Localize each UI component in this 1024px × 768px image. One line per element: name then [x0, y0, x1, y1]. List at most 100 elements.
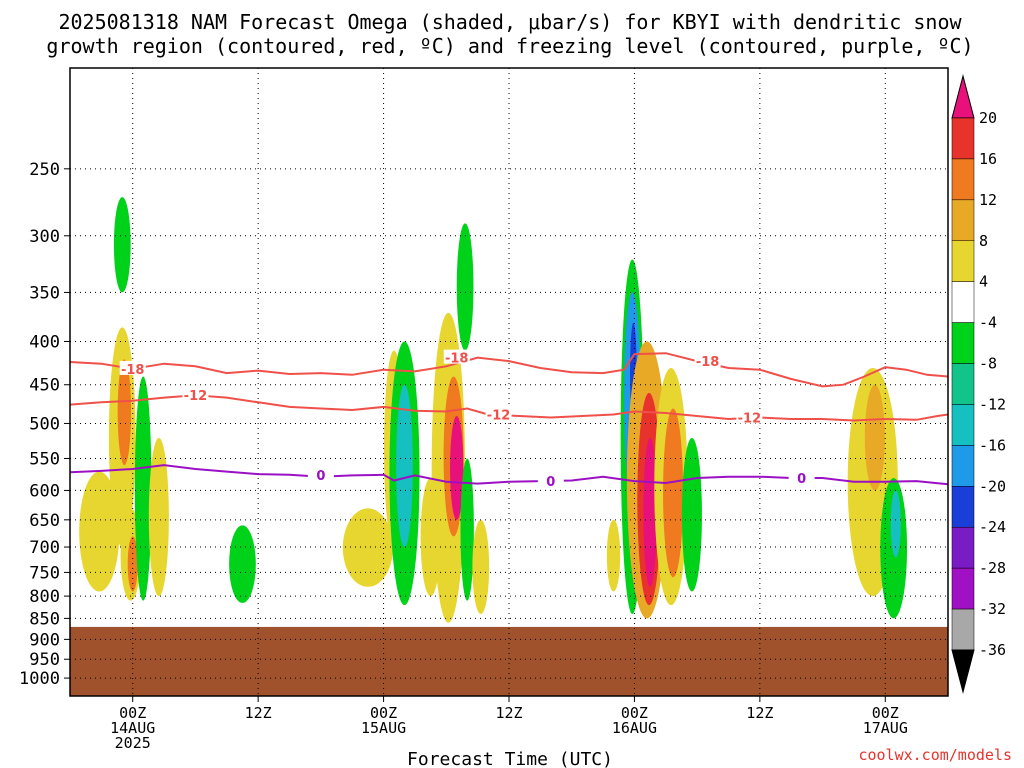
omega-shade-6 [134, 376, 152, 601]
colorbar-swatch-1 [951, 158, 975, 201]
colorbar-label-3: 8 [979, 232, 988, 250]
colorbar-label-4: 4 [979, 273, 988, 291]
y-tick-label-800: 800 [29, 587, 60, 607]
x-axis-title: Forecast Time (UTC) [407, 749, 613, 768]
x-tick-label-6-1: 00Z [119, 704, 146, 722]
colorbar-label-2: 12 [979, 191, 997, 209]
y-tick-label-350: 350 [29, 283, 60, 303]
omega-shade-26 [643, 437, 657, 587]
contour-label-bg-0-0 [119, 360, 146, 375]
chart-title-line2: growth region (contoured, red, ºC) and f… [46, 34, 973, 58]
contour-label-bg-2-0 [307, 466, 334, 481]
x-tick-label-78-2: 17AUG [863, 719, 908, 737]
omega-shade-18 [472, 519, 490, 615]
plot-background [70, 68, 948, 696]
colorbar-swatch-8 [951, 445, 975, 487]
colorbar-swatch-2 [951, 199, 975, 242]
contour-0 [69, 352, 949, 388]
omega-shade-17 [460, 458, 474, 601]
omega-shade-12 [396, 384, 413, 548]
contour-label-0-2: -18 [696, 355, 720, 370]
y-tick-label-950: 950 [29, 650, 60, 670]
omega-shade-8 [229, 525, 256, 603]
y-tick-label-400: 400 [29, 332, 60, 352]
omega-shade-20 [606, 519, 621, 592]
omega-shade-33 [890, 490, 901, 558]
y-tick-label-650: 650 [29, 511, 60, 531]
colorbar-label-6: -8 [979, 355, 997, 373]
colorbar-label-11: -28 [979, 559, 1006, 577]
terrain-fill [70, 626, 948, 696]
y-tick-label-600: 600 [29, 481, 60, 501]
contour-label-bg-0-1 [443, 349, 470, 364]
colorbar: 20 16 12 8 4 -4 -8 -12 -16 -20 -24 -28 -32 -36 [951, 74, 1006, 694]
colorbar-top-arrow [951, 74, 975, 119]
x-tick-label-66-1: 12Z [746, 704, 773, 722]
x-tick-label-30-2: 15AUG [361, 719, 406, 737]
contour-label-0-1: -18 [445, 352, 469, 367]
omega-shade-3 [79, 471, 120, 592]
omega-shade-31 [864, 384, 885, 491]
chart-title-line1: 2025081318 NAM Forecast Omega (shaded, μ… [58, 10, 962, 34]
contour-label-bg-1-0 [182, 387, 209, 402]
colorbar-label-7: -12 [979, 395, 1006, 413]
x-tick-label-30-1: 00Z [370, 704, 397, 722]
omega-shade-16 [450, 416, 464, 520]
contour-label-1-1: -12 [487, 409, 511, 424]
colorbar-label-13: -36 [979, 641, 1006, 659]
colorbar-swatch-0 [951, 117, 975, 160]
omega-shade-19 [456, 223, 474, 351]
contour-label-2-2: 0 [797, 472, 806, 487]
colorbar-label-8: -16 [979, 436, 1006, 454]
colorbar-swatch-9 [951, 486, 975, 528]
x-tick-label-78-1: 00Z [872, 704, 899, 722]
contour-label-bg-2-1 [537, 473, 564, 488]
contour-label-0-0: -18 [121, 363, 145, 378]
contour-label-2-0: 0 [316, 469, 325, 484]
x-tick-label-6-2: 14AUG [110, 719, 155, 737]
y-tick-label-300: 300 [29, 227, 60, 247]
y-tick-label-550: 550 [29, 449, 60, 469]
colorbar-swatch-6 [951, 363, 975, 405]
omega-shade-29 [681, 437, 702, 592]
colorbar-bottom-arrow [951, 649, 975, 694]
x-tick-label-54-2: 16AUG [612, 719, 657, 737]
omega-shade-9 [342, 508, 393, 587]
axes: 2503003504004505005506006507007508008509… [19, 67, 949, 752]
colorbar-label-1: 16 [979, 150, 997, 168]
omega-shade-0 [113, 197, 131, 293]
contour-1 [69, 394, 949, 422]
omega-shade-2 [117, 359, 132, 466]
y-tick-label-900: 900 [29, 630, 60, 650]
contour-label-2-1: 0 [546, 475, 555, 490]
colorbar-swatch-10 [951, 526, 975, 569]
x-tick-label-54-1: 00Z [621, 704, 648, 722]
contour-label-1-2: -12 [738, 412, 762, 427]
credit-link[interactable]: coolwx.com/models [858, 746, 1012, 764]
colorbar-swatch-11 [951, 567, 975, 610]
y-tick-label-1000: 1000 [19, 669, 60, 689]
plot-area: -18 -18 -18 -12 -12 -12 0 0 0 [69, 68, 949, 696]
colorbar-label-0: 20 [979, 109, 997, 127]
y-tick-label-500: 500 [29, 414, 60, 434]
omega-shade-7 [148, 437, 169, 597]
colorbar-label-12: -32 [979, 600, 1006, 618]
colorbar-swatch-3 [951, 240, 975, 282]
contour-label-bg-0-2 [694, 353, 721, 368]
colorbar-label-10: -24 [979, 518, 1006, 536]
contour-label-bg-1-2 [736, 409, 763, 424]
x-tick-label-18-1: 12Z [245, 704, 272, 722]
x-tick-label-6-3: 2025 [115, 734, 151, 752]
y-tick-label-700: 700 [29, 538, 60, 558]
y-tick-label-850: 850 [29, 609, 60, 629]
colorbar-swatch-5 [951, 322, 975, 364]
colorbar-label-9: -20 [979, 477, 1006, 495]
contour-label-bg-1-1 [485, 406, 512, 421]
contour-label-bg-2-2 [788, 469, 815, 484]
colorbar-swatch-7 [951, 404, 975, 446]
y-tick-label-750: 750 [29, 563, 60, 583]
contour-label-1-0: -12 [184, 389, 208, 404]
x-tick-label-42-1: 12Z [495, 704, 522, 722]
